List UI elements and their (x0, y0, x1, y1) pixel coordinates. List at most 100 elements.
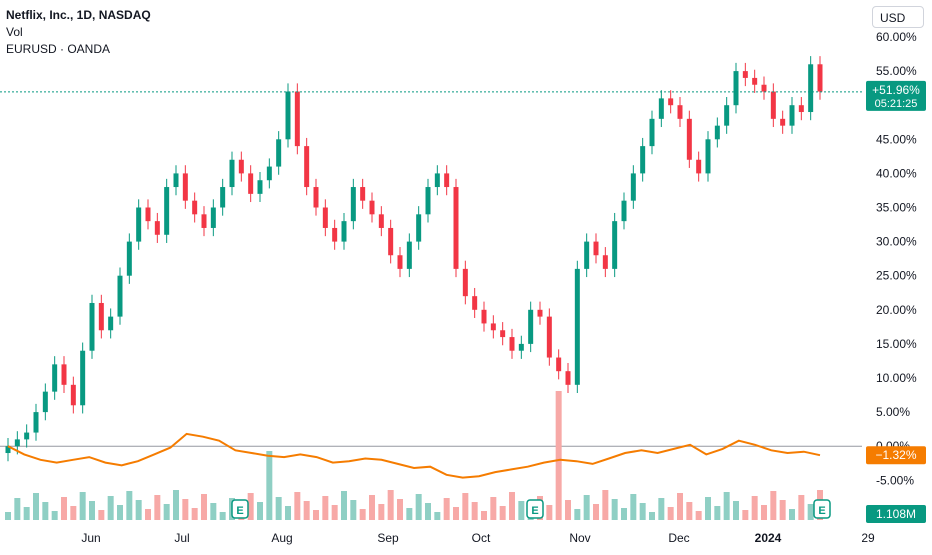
candle-body (612, 221, 618, 269)
candle-body (369, 200, 375, 215)
volume-bar (369, 495, 375, 520)
volume-bar (555, 391, 562, 520)
candle-body (154, 221, 160, 235)
candle-body (621, 200, 627, 222)
candle-body (350, 187, 356, 222)
volume-bar (89, 501, 95, 520)
candle-body (136, 207, 142, 242)
y-tick-label: 55.00% (876, 64, 917, 78)
candle-body (406, 241, 412, 269)
volume-bar (98, 510, 105, 520)
candle-body (416, 214, 422, 242)
candle-body (752, 77, 758, 85)
volume-bar (481, 511, 487, 520)
volume-bar (593, 504, 599, 520)
volume-bar (443, 498, 450, 520)
volume-bar (798, 495, 805, 520)
candle-body (574, 268, 580, 385)
volume-bar (471, 502, 478, 520)
candle-body (444, 173, 450, 188)
volume-bar (219, 512, 226, 520)
candle-body (24, 432, 30, 440)
volume-bar (649, 512, 655, 520)
volume-bar (182, 499, 189, 520)
compare-tag-value: −1.32% (875, 448, 916, 462)
volume-bar (303, 501, 310, 520)
candle-body (537, 309, 543, 317)
earnings-marker (526, 499, 544, 519)
volume-bar (70, 506, 77, 520)
volume-bar (546, 505, 553, 520)
y-tick-label: 5.00% (876, 405, 910, 419)
volume-bar (173, 490, 179, 520)
candle-body (145, 207, 151, 222)
earnings-marker-label: E (531, 505, 538, 517)
candle-body (360, 187, 366, 201)
candle-body (52, 364, 58, 392)
candle-body (546, 316, 552, 358)
symbol-title[interactable]: Netflix, Inc., 1D, NASDAQ (6, 8, 151, 22)
candle-body (80, 350, 86, 406)
volume-bar (397, 499, 403, 520)
chart-legend: Netflix, Inc., 1D, NASDAQ Vol EURUSD · O… (6, 7, 151, 58)
candle-body (630, 173, 636, 201)
y-tick-label: 60.00% (876, 30, 917, 44)
compare-series-line (7, 432, 821, 479)
volume-bar (79, 492, 86, 520)
candle-body (14, 439, 20, 447)
candle-body (714, 125, 720, 140)
candle-body (98, 302, 104, 331)
price-tag-value: +51.96% (872, 83, 920, 97)
volume-tag-value: 1.108M (876, 507, 916, 521)
candle-body (770, 91, 776, 119)
candle-body (378, 214, 384, 228)
candle-body (322, 207, 328, 228)
candle-body (304, 146, 310, 188)
candle-body (33, 412, 39, 433)
candle-body (658, 98, 664, 119)
y-tick-label: 35.00% (876, 201, 917, 215)
candle-body (509, 337, 515, 351)
volume-bar (751, 496, 758, 520)
x-tick-label: Sep (377, 531, 399, 545)
volume-legend-label[interactable]: Vol (6, 25, 23, 39)
earnings-marker-label: E (236, 505, 243, 517)
volume-bar (695, 511, 702, 520)
candle-body (5, 446, 11, 454)
volume-bar (61, 497, 67, 520)
x-tick-label: Dec (668, 531, 689, 545)
volume-bar (574, 509, 581, 520)
candle-body (528, 309, 534, 344)
candle-body (313, 187, 319, 208)
volume-bar (257, 502, 263, 520)
volume-bar (453, 507, 459, 520)
volume-bar (322, 496, 329, 520)
candle-body (668, 98, 674, 106)
volume-bar (723, 492, 730, 520)
candle-body (164, 187, 170, 235)
compare-legend-label[interactable]: EURUSD · OANDA (6, 42, 111, 56)
volume-bar (313, 510, 319, 520)
volume-bar (23, 507, 30, 520)
volume-bar (126, 491, 133, 520)
volume-bar (387, 490, 394, 520)
y-tick-label: 30.00% (876, 235, 917, 249)
volume-bar (191, 508, 198, 520)
candle-body (696, 159, 702, 174)
volume-bar (705, 497, 711, 520)
volume-bar (770, 491, 777, 520)
x-tick-label: Jul (174, 531, 189, 545)
x-tick-label: 29 (861, 531, 875, 545)
price-tag (866, 80, 926, 111)
candle-body (649, 118, 655, 147)
currency-selector-button[interactable]: USD (872, 6, 924, 28)
candle-body (425, 187, 431, 215)
volume-bar (163, 504, 170, 520)
y-tick-label: 45.00% (876, 132, 917, 146)
candle-body (126, 241, 132, 276)
y-tick-label: 40.00% (876, 166, 917, 180)
x-tick-label: Oct (472, 531, 491, 545)
volume-bar (154, 495, 161, 520)
